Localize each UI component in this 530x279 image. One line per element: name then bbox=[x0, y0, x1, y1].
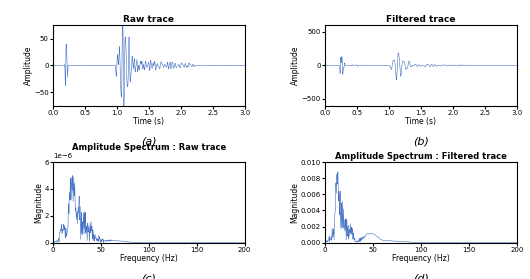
Y-axis label: Magnitude: Magnitude bbox=[34, 182, 43, 223]
X-axis label: Time (s): Time (s) bbox=[405, 117, 436, 126]
Title: Filtered trace: Filtered trace bbox=[386, 15, 456, 24]
Title: Amplitude Spectrum : Raw trace: Amplitude Spectrum : Raw trace bbox=[72, 143, 226, 152]
Title: Amplitude Spectrum : Filtered trace: Amplitude Spectrum : Filtered trace bbox=[335, 152, 507, 161]
X-axis label: Frequency (Hz): Frequency (Hz) bbox=[392, 254, 450, 263]
X-axis label: Time (s): Time (s) bbox=[134, 117, 164, 126]
Text: (b): (b) bbox=[413, 136, 429, 146]
Text: (c): (c) bbox=[142, 273, 156, 279]
Text: (d): (d) bbox=[413, 273, 429, 279]
Y-axis label: Magnitude: Magnitude bbox=[290, 182, 299, 223]
Title: Raw trace: Raw trace bbox=[123, 15, 174, 24]
Y-axis label: Amplitude: Amplitude bbox=[24, 46, 33, 85]
Y-axis label: Amplitude: Amplitude bbox=[292, 46, 301, 85]
Text: (a): (a) bbox=[141, 136, 157, 146]
X-axis label: Frequency (Hz): Frequency (Hz) bbox=[120, 254, 178, 263]
